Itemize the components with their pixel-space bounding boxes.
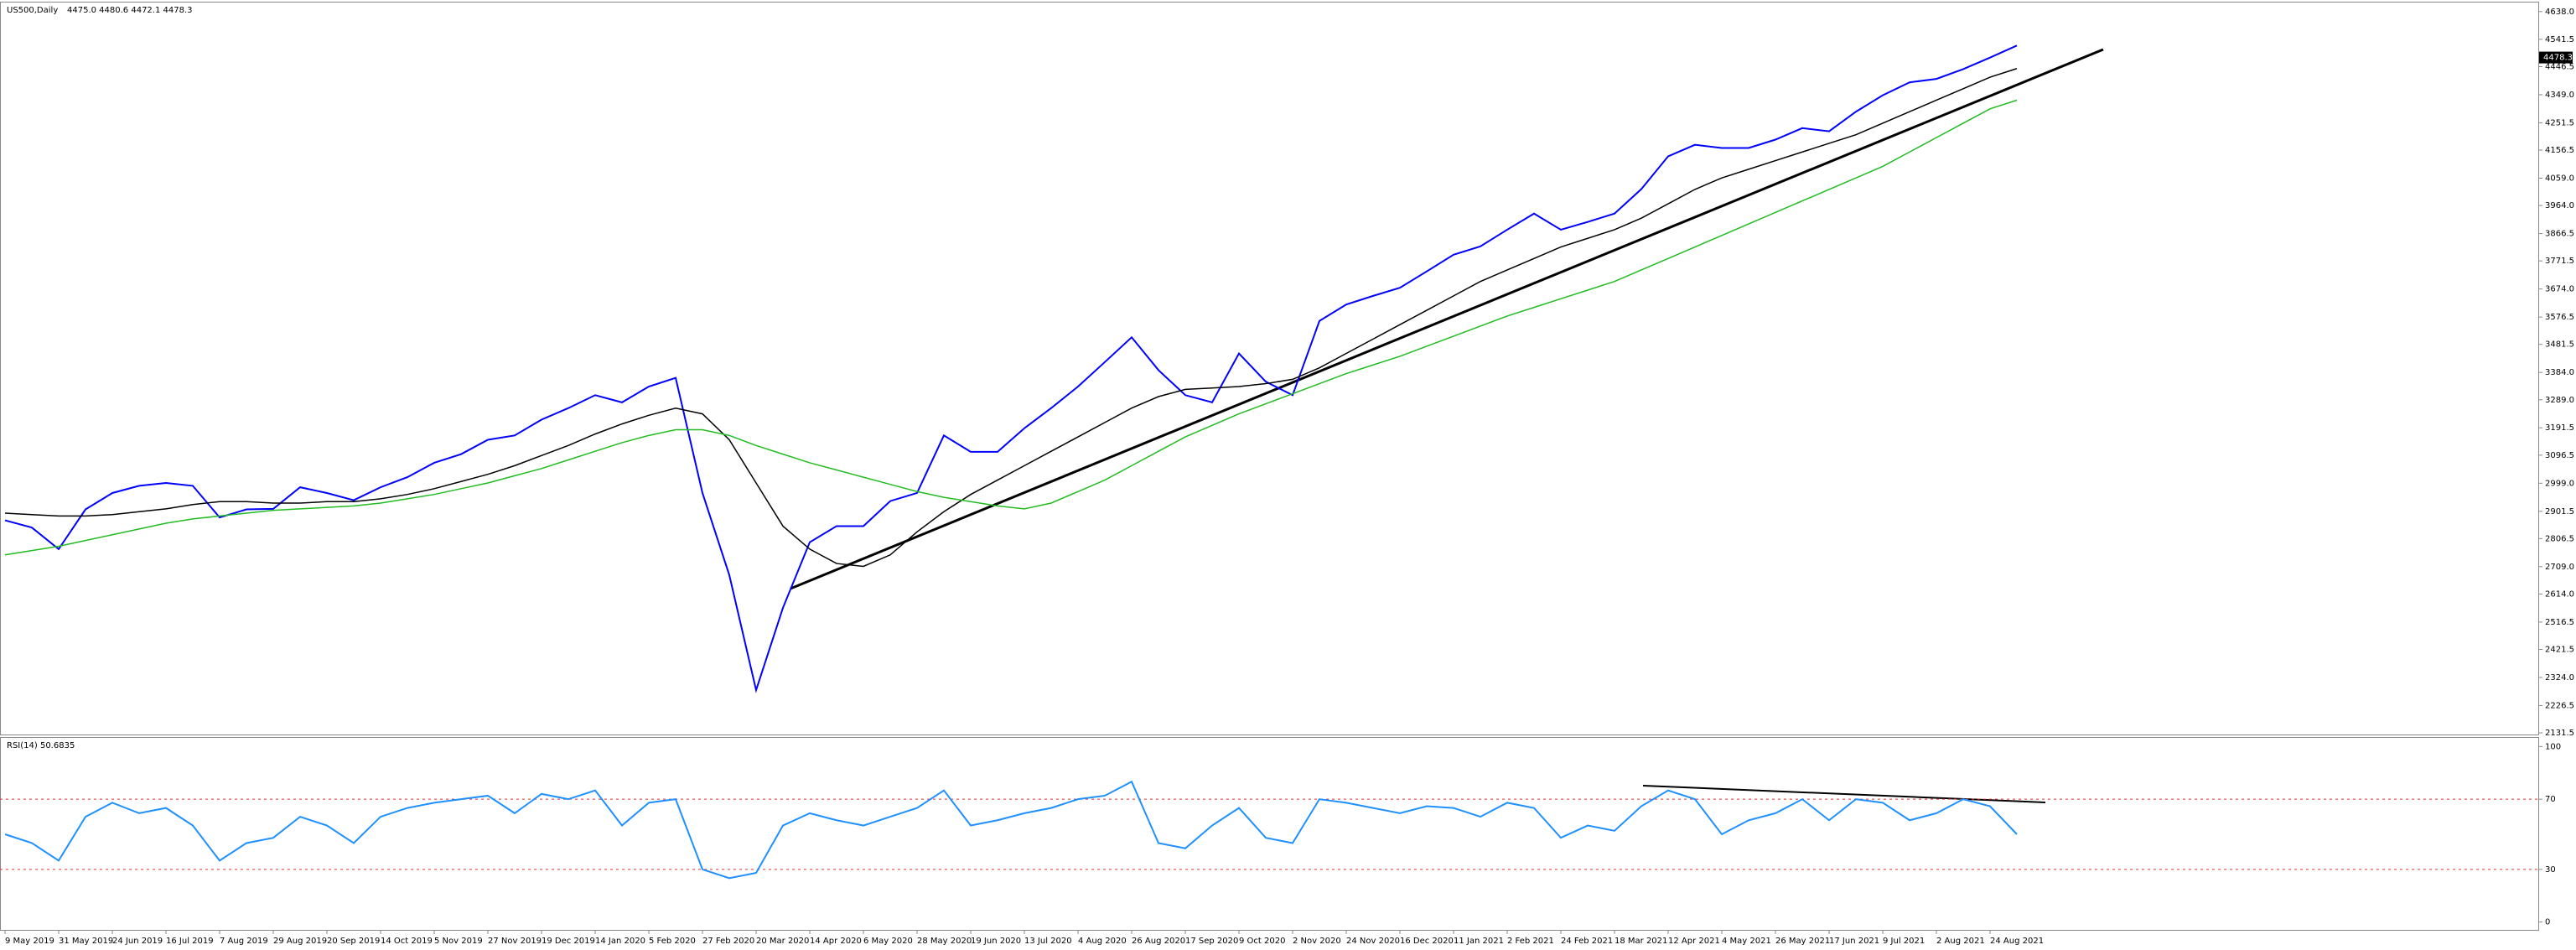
x-tick-label: 9 May 2019 (5, 937, 54, 946)
x-tick-label: 20 Mar 2020 (756, 937, 809, 946)
chart-title: US500,Daily (7, 6, 58, 15)
quote: 4475.0 4480.6 4472.1 4478.3 (67, 6, 193, 15)
x-tick-label: 18 Mar 2021 (1615, 937, 1667, 946)
y-tick-label: 2226.5 (2545, 701, 2574, 710)
y-tick-label: 3964.0 (2545, 201, 2574, 210)
y-tick-label: 0 (2545, 918, 2550, 927)
trend-line (790, 48, 2104, 590)
y-tick-label: 4446.5 (2545, 63, 2574, 72)
x-tick-label: 6 May 2020 (863, 937, 913, 946)
x-tick-label: 26 Aug 2020 (1132, 937, 1185, 946)
x-tick-label: 26 May 2021 (1775, 937, 1830, 946)
rsi-pane (0, 737, 2539, 931)
price-label: 4478.3 (2543, 54, 2573, 63)
x-tick-label: 2 Feb 2021 (1507, 937, 1554, 946)
series-line (4, 44, 2018, 693)
x-tick-label: 4 Aug 2020 (1078, 937, 1127, 946)
rsi-title: RSI(14) 50.6835 (7, 741, 75, 750)
x-tick-label: 7 Aug 2019 (220, 937, 268, 946)
x-tick-label: 16 Jul 2019 (166, 937, 214, 946)
price-marker (2539, 51, 2573, 64)
x-tick-label: 13 Jul 2020 (1024, 937, 1072, 946)
x-tick-label: 20 Sep 2019 (327, 937, 380, 946)
y-tick-label: 4251.5 (2545, 118, 2574, 127)
x-tick-label: 11 Jan 2021 (1454, 937, 1504, 946)
y-tick-label: 2901.5 (2545, 507, 2574, 517)
main-pane (0, 2, 2539, 735)
x-tick-label: 31 May 2019 (59, 937, 113, 946)
x-tick-label: 29 Aug 2019 (273, 937, 327, 946)
y-tick-label: 3096.5 (2545, 451, 2574, 460)
x-tick-label: 24 Feb 2021 (1561, 937, 1613, 946)
x-tick-label: 19 Jun 2020 (971, 937, 1021, 946)
x-tick-label: 24 Jun 2019 (112, 937, 163, 946)
x-tick-label: 24 Nov 2020 (1346, 937, 1400, 946)
y-tick-label: 4156.5 (2545, 146, 2574, 155)
y-tick-label: 30 (2545, 865, 2556, 875)
series-line (4, 99, 2018, 556)
x-tick-label: 9 Jul 2021 (1883, 937, 1925, 946)
y-tick-label: 100 (2545, 742, 2561, 751)
x-tick-label: 12 Apr 2021 (1668, 937, 1720, 946)
x-tick-label: 14 Apr 2020 (810, 937, 862, 946)
x-tick-label: 16 Dec 2020 (1400, 937, 1454, 946)
y-tick-label: 2324.0 (2545, 673, 2574, 683)
series-line (4, 68, 2018, 568)
x-tick-label: 19 Dec 2019 (542, 937, 595, 946)
x-tick-label: 27 Feb 2020 (702, 937, 754, 946)
y-tick-label: 2709.0 (2545, 563, 2574, 572)
y-tick-label: 3191.5 (2545, 423, 2574, 433)
y-tick-label: 2614.0 (2545, 589, 2574, 599)
x-tick-label: 2 Nov 2020 (1293, 937, 1341, 946)
x-tick-label: 17 Jun 2021 (1829, 937, 1879, 946)
y-tick-label: 4541.5 (2545, 35, 2574, 44)
x-tick-label: 27 Nov 2019 (488, 937, 542, 946)
y-tick-label: 3384.0 (2545, 368, 2574, 377)
x-tick-label: 28 May 2020 (917, 937, 972, 946)
y-tick-label: 70 (2545, 795, 2556, 804)
x-tick-label: 9 Oct 2020 (1239, 937, 1285, 946)
series-line (4, 780, 2018, 880)
y-tick-label: 4349.0 (2545, 91, 2574, 100)
y-tick-label: 2516.5 (2545, 618, 2574, 627)
y-tick-label: 3771.5 (2545, 257, 2574, 266)
y-tick-label: 3576.5 (2545, 313, 2574, 322)
x-tick-label: 17 Sep 2020 (1185, 937, 1238, 946)
y-tick-label: 2806.5 (2545, 534, 2574, 543)
x-tick-label: 4 May 2021 (1722, 937, 1771, 946)
x-tick-label: 2 Aug 2021 (1936, 937, 1985, 946)
y-tick-label: 3481.5 (2545, 340, 2574, 350)
y-tick-label: 4638.0 (2545, 8, 2574, 17)
y-tick-label: 2421.5 (2545, 646, 2574, 655)
x-tick-label: 24 Aug 2021 (1990, 937, 2044, 946)
y-tick-label: 4059.0 (2545, 174, 2574, 184)
x-tick-label: 5 Feb 2020 (649, 937, 696, 946)
rsi-trend-line (1642, 785, 2046, 803)
y-tick-label: 3674.0 (2545, 285, 2574, 294)
x-tick-label: 5 Nov 2019 (434, 937, 483, 946)
y-tick-label: 2131.5 (2545, 729, 2574, 738)
y-tick-label: 3289.0 (2545, 396, 2574, 405)
x-tick-label: 14 Jan 2020 (595, 937, 645, 946)
y-tick-label: 2999.0 (2545, 479, 2574, 488)
x-tick-label: 14 Oct 2019 (381, 937, 433, 946)
y-tick-label: 3866.5 (2545, 230, 2574, 239)
